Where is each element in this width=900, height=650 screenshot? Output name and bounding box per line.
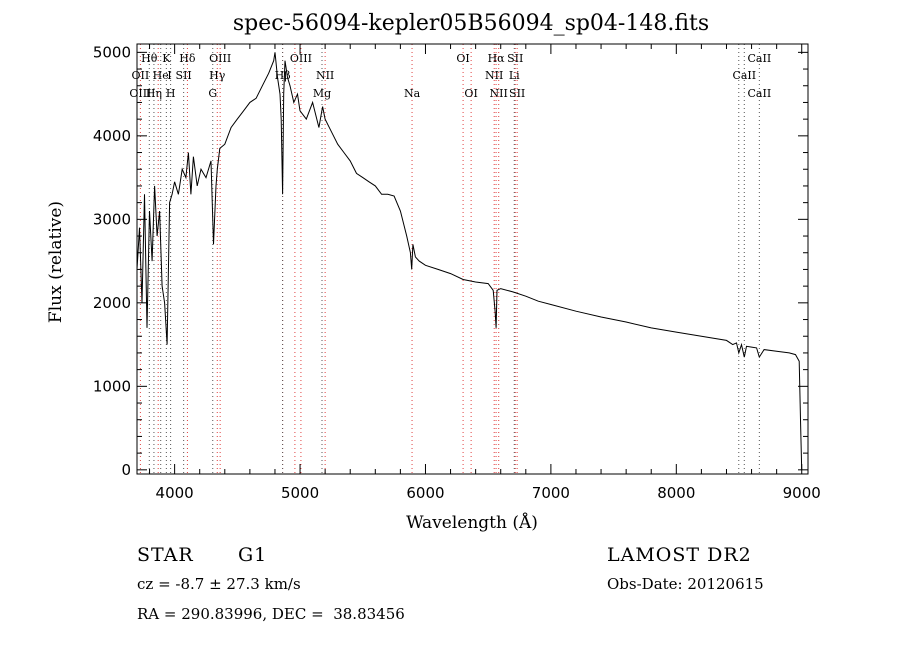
object-type: STAR xyxy=(137,544,194,566)
axes: 4000 5000 6000 7000 8000 9000 0 1000 2000 3000 400… xyxy=(93,43,821,502)
line-label: G xyxy=(208,87,217,100)
x-tick-label: 9000 xyxy=(783,484,821,502)
observation-date: Obs-Date: 20120615 xyxy=(607,575,764,593)
y-tick-label: 1000 xyxy=(93,377,131,395)
line-label: OIII xyxy=(129,87,151,100)
line-label: Hα xyxy=(488,52,506,65)
line-label: Hγ xyxy=(209,69,226,82)
redshift-readout: cz = -8.7 ± 27.3 km/s xyxy=(137,575,301,593)
coordinates-readout: RA = 290.83996, DEC = 38.83456 xyxy=(137,605,405,623)
flux-series-line xyxy=(136,52,803,470)
x-tick-label: 8000 xyxy=(657,484,695,502)
line-label: OII xyxy=(132,69,150,82)
line-label: He xyxy=(153,69,169,82)
line-label: Hη xyxy=(146,87,162,100)
line-label: NII xyxy=(490,87,508,100)
x-axis-label: Wavelength (Å) xyxy=(406,512,538,533)
line-label: SII xyxy=(176,69,192,82)
line-label: I xyxy=(167,69,171,82)
object-subclass: G1 xyxy=(238,544,268,566)
line-label: K xyxy=(162,52,171,65)
plot-frame xyxy=(136,43,809,475)
line-label: NII xyxy=(316,69,334,82)
chart-title: spec-56094-kepler05B56094_sp04-148.fits xyxy=(233,11,709,36)
y-tick-label: 5000 xyxy=(93,43,131,61)
line-label: OIII xyxy=(209,52,231,65)
line-label: CaII xyxy=(732,69,756,82)
x-tick-label: 5000 xyxy=(281,484,319,502)
line-label: OI xyxy=(464,87,477,100)
line-label: OI xyxy=(456,52,469,65)
spectral-line-markers xyxy=(139,44,760,474)
line-label: CaII xyxy=(748,87,772,100)
y-tick-label: 3000 xyxy=(93,210,131,228)
y-axis-label: Flux (relative) xyxy=(46,201,66,323)
line-label: H xyxy=(166,87,176,100)
y-tick-label: 0 xyxy=(121,461,131,479)
line-label: SII xyxy=(507,52,523,65)
line-label: Na xyxy=(404,87,421,100)
line-label: Hδ xyxy=(179,52,196,65)
x-tick-label: 7000 xyxy=(532,484,570,502)
line-label: CaII xyxy=(748,52,772,65)
y-tick-label: 2000 xyxy=(93,294,131,312)
line-label: OIII xyxy=(290,52,312,65)
line-label: Hθ xyxy=(141,52,158,65)
x-tick-label: 6000 xyxy=(406,484,444,502)
y-tick-label: 4000 xyxy=(93,127,131,145)
x-tick-label: 4000 xyxy=(156,484,194,502)
line-label: Li xyxy=(509,69,520,82)
survey-name: LAMOST DR2 xyxy=(607,544,752,566)
line-label: Mg xyxy=(313,87,331,100)
line-label: NII xyxy=(485,69,503,82)
line-label: SII xyxy=(509,87,525,100)
